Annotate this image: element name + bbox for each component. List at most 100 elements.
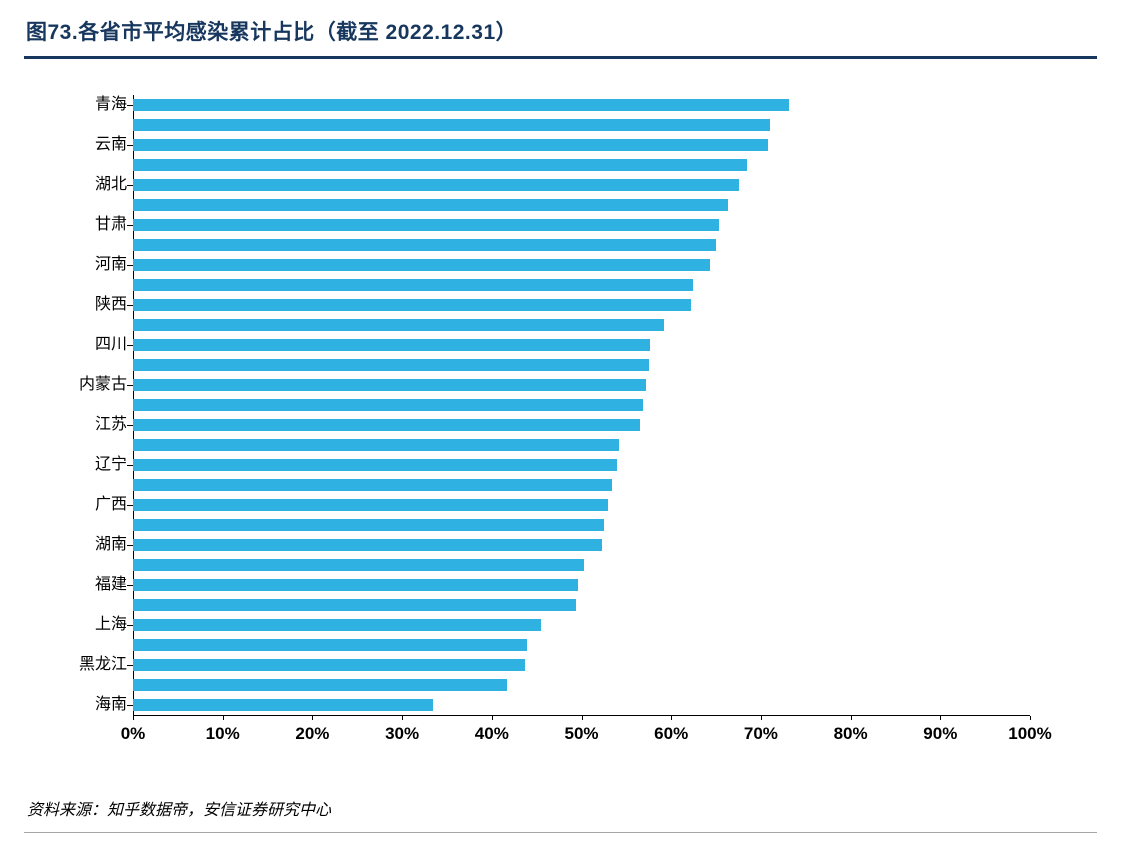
bar xyxy=(133,519,604,531)
x-tick-label: 0% xyxy=(120,724,146,743)
bar-row xyxy=(27,155,1030,175)
bar-row: 辽宁 xyxy=(27,455,1030,475)
y-axis-tick-slot xyxy=(127,255,133,275)
y-axis-tick xyxy=(127,265,133,266)
bar-track xyxy=(133,435,1030,455)
bar-row xyxy=(27,355,1030,375)
y-axis-tick xyxy=(127,465,133,466)
bar xyxy=(133,159,748,171)
y-axis-tick xyxy=(127,345,133,346)
bar-track xyxy=(133,515,1030,535)
bar-track xyxy=(133,455,1030,475)
x-tick-label: 30% xyxy=(385,724,420,743)
bar xyxy=(133,279,693,291)
y-axis-tick-slot xyxy=(127,375,133,395)
bar xyxy=(133,539,603,551)
bar-track xyxy=(133,555,1030,575)
bar xyxy=(133,619,542,631)
bar-row xyxy=(27,275,1030,295)
x-axis-tick xyxy=(133,716,134,720)
bar-row: 四川 xyxy=(27,335,1030,355)
bar-track xyxy=(133,155,1030,175)
bar xyxy=(133,359,649,371)
bar xyxy=(133,419,640,431)
y-axis-tick xyxy=(127,665,133,666)
bar xyxy=(133,339,650,351)
x-axis-tick xyxy=(222,716,224,720)
bar-track xyxy=(133,275,1030,295)
bar-row: 湖南 xyxy=(27,535,1030,555)
x-tick-label: 60% xyxy=(654,724,689,743)
bar-track xyxy=(133,495,1030,515)
y-axis-tick xyxy=(127,505,133,506)
y-axis-tick-slot xyxy=(127,575,133,595)
category-label: 江苏 xyxy=(94,416,127,433)
category-label: 广西 xyxy=(94,496,127,513)
bar xyxy=(133,219,719,231)
category-label: 四川 xyxy=(94,336,127,353)
bar xyxy=(133,179,740,191)
figure-header: 图73.各省市平均感染累计占比（截至 2022.12.31） xyxy=(24,12,1097,59)
x-axis: 0% 10% 20% 30% 40% 50% 60% 70% 80% 90% 100% xyxy=(121,715,1052,750)
figure-title: 图73.各省市平均感染累计占比（截至 2022.12.31） xyxy=(26,21,518,44)
bar xyxy=(133,639,527,651)
bar-track xyxy=(133,335,1030,355)
bar-row: 海南 xyxy=(27,695,1030,715)
bar-row: 广西 xyxy=(27,495,1030,515)
bar xyxy=(133,559,585,571)
bar-track xyxy=(133,395,1030,415)
bar-row xyxy=(27,195,1030,215)
bar xyxy=(133,99,789,111)
bar-row xyxy=(27,115,1030,135)
x-tick-label: 100% xyxy=(1008,724,1052,743)
x-tick-label: 90% xyxy=(923,724,958,743)
y-axis-tick xyxy=(127,545,133,546)
category-label: 海南 xyxy=(94,696,127,713)
y-axis-tick xyxy=(127,225,133,226)
category-label: 甘肃 xyxy=(94,216,127,233)
x-axis-tick xyxy=(850,716,852,720)
bar-row: 陕西 xyxy=(27,295,1030,315)
y-axis-tick-slot xyxy=(127,455,133,475)
bar-row xyxy=(27,515,1030,535)
x-axis-tick xyxy=(581,716,583,720)
bar xyxy=(133,399,644,411)
bar xyxy=(133,679,508,691)
bar-row: 甘肃 xyxy=(27,215,1030,235)
category-label: 云南 xyxy=(94,136,127,153)
bar-track xyxy=(133,215,1030,235)
bar-track xyxy=(133,175,1030,195)
bar-row xyxy=(27,315,1030,335)
x-axis-tick xyxy=(940,716,942,720)
category-label: 河南 xyxy=(94,256,127,273)
y-axis-tick xyxy=(127,185,133,186)
y-axis-tick xyxy=(127,105,133,106)
bar-row: 湖北 xyxy=(27,175,1030,195)
y-axis-tick xyxy=(127,585,133,586)
y-axis-tick xyxy=(127,705,133,706)
bar xyxy=(133,259,710,271)
plot-area: 青海 云南 湖北 甘肃 河南 陕西 四川 内蒙古 江苏 辽宁 广西 湖南 福建 上海 黑龙江 海南 xyxy=(27,95,1030,715)
y-axis-tick-slot xyxy=(127,615,133,635)
bar-row: 上海 xyxy=(27,615,1030,635)
y-axis-tick-slot xyxy=(127,695,133,715)
x-axis-tick xyxy=(312,716,314,720)
bar-row xyxy=(27,635,1030,655)
bar xyxy=(133,199,728,211)
x-tick-label: 10% xyxy=(205,724,240,743)
x-tick-label: 80% xyxy=(833,724,868,743)
y-axis-tick xyxy=(127,625,133,626)
y-axis-tick-slot xyxy=(127,415,133,435)
y-axis-tick-slot xyxy=(127,95,133,115)
bar xyxy=(133,579,578,591)
bar-row xyxy=(27,235,1030,255)
bar-track xyxy=(133,635,1030,655)
bar xyxy=(133,699,433,711)
bar-row: 云南 xyxy=(27,135,1030,155)
category-label: 福建 xyxy=(94,576,127,593)
x-axis-tick xyxy=(760,716,762,720)
y-axis-tick xyxy=(127,385,133,386)
y-axis-tick-slot xyxy=(127,135,133,155)
bar-track xyxy=(133,675,1030,695)
y-axis-tick-slot xyxy=(127,295,133,315)
